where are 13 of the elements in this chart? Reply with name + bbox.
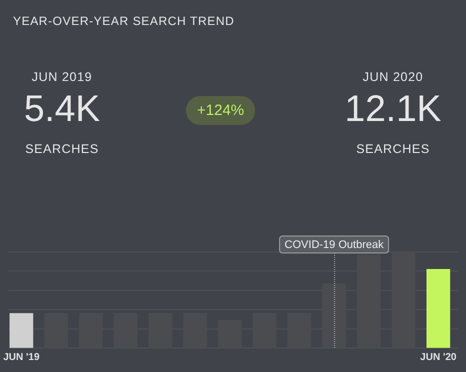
text: SEARCHES <box>355 142 431 156</box>
bar <box>426 268 450 348</box>
chart-title: YEAR-OVER-YEAR SEARCH TREND <box>13 14 234 28</box>
x-tick-label: JUN '19 <box>3 352 40 363</box>
text: JUN 2020 <box>362 70 424 84</box>
bar <box>10 313 34 348</box>
text: SEARCHES <box>24 142 100 156</box>
text: 5.4K <box>22 88 102 130</box>
text: +124% <box>186 96 256 125</box>
x-tick-label: JUN '20 <box>420 352 457 363</box>
text: JUN 2019 <box>30 70 94 84</box>
text: 12.1K <box>344 88 442 130</box>
ref-line-label: COVID-19 Outbreak <box>284 239 384 252</box>
